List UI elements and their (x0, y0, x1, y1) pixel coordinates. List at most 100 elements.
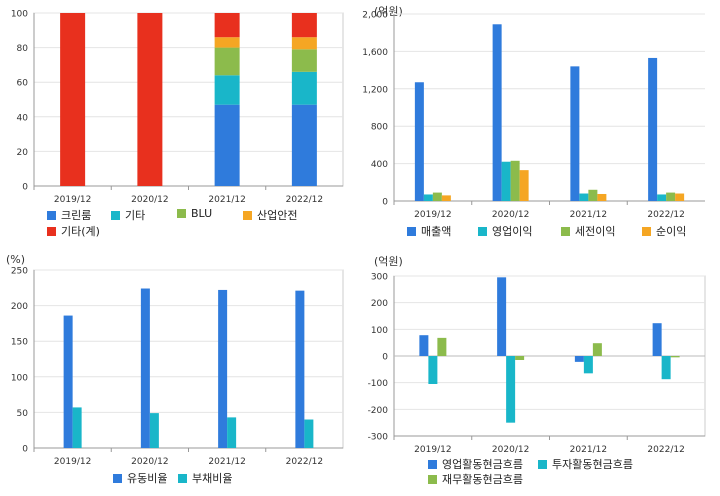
income-legend: 매출액 영업이익 세전이익 순이익 (360, 0, 720, 250)
x-tick-label: 2021/12 (570, 445, 607, 455)
x-tick-label: 2020/12 (131, 195, 168, 205)
y-tick-label: 0 (22, 183, 28, 193)
bar (295, 290, 305, 448)
y-tick-label: 2,000 (362, 11, 388, 21)
bar-segment (214, 47, 240, 76)
legend-item: 영업활동현금흐름 (428, 456, 523, 472)
y-tick-label: 0 (22, 445, 28, 455)
legend-label: 유동비율 (127, 472, 168, 485)
legend-item: 산업안전 (243, 207, 297, 223)
x-tick-label: 2020/12 (492, 445, 529, 455)
y-tick-label: 800 (371, 123, 388, 133)
legend-label: 세전이익 (575, 225, 616, 238)
bar (597, 193, 607, 201)
cashflow-chart: -300 -200 -100 0 100 200 300 2019/12 2020/12 2021… (368, 273, 706, 455)
legend-label: 매출액 (421, 225, 452, 238)
y-tick-label: 400 (371, 160, 388, 170)
y-tick-label: 0 (382, 198, 388, 208)
bar (579, 193, 589, 201)
cashflow-unit-label: (억원) (374, 255, 403, 268)
x-tick-label: 2022/12 (647, 210, 684, 220)
bar (63, 315, 73, 448)
bar-segment (214, 13, 240, 38)
x-tick-label: 2021/12 (208, 195, 245, 205)
cashflow-chart-panel: (억원) -300 -200 -100 0 100 200 300 2019/12 2020/1… (360, 250, 720, 496)
bar (670, 356, 680, 358)
y-tick-label: 80 (17, 44, 29, 54)
y-tick-label: 60 (17, 79, 29, 89)
x-tick-label: 2020/12 (492, 210, 529, 220)
legend-swatch (111, 210, 120, 220)
legend-item: 순이익 (642, 223, 686, 239)
legend-swatch (538, 459, 547, 469)
x-tick-label: 2019/12 (54, 457, 91, 467)
y-tick-label: 40 (17, 113, 29, 123)
bar (432, 192, 442, 201)
x-tick-label: 2019/12 (414, 210, 451, 220)
legend-swatch (47, 226, 56, 236)
x-tick-label: 2019/12 (414, 445, 451, 455)
y-tick-label: 200 (371, 299, 388, 309)
bar-segment (214, 75, 240, 105)
bar (437, 337, 447, 356)
bar-segment (291, 13, 317, 38)
bar (428, 356, 438, 384)
legend-item: 크린룸 (47, 207, 91, 223)
x-tick-label: 2019/12 (54, 195, 91, 205)
legend-label: 영업이익 (492, 225, 533, 238)
legend-swatch (47, 210, 56, 220)
x-tick-label: 2021/12 (208, 457, 245, 467)
y-tick-label: 0 (382, 353, 388, 363)
legend-item: BLU (177, 207, 212, 220)
bar (661, 356, 671, 380)
legend-swatch (642, 226, 651, 236)
y-tick-label: 100 (11, 10, 28, 20)
y-tick-label: 200 (11, 302, 28, 312)
bar (583, 356, 593, 374)
bar (652, 323, 662, 356)
y-tick-label: 50 (17, 409, 29, 419)
bar-segment (291, 37, 317, 50)
legend-swatch (243, 210, 252, 220)
legend-item: 기타(계) (47, 223, 100, 239)
legend-label: 영업활동현금흐름 (442, 458, 523, 471)
ratio-chart-panel: (%) 0 50 100 150 200 250 2019/12 2020/12 2021/12… (0, 250, 360, 496)
legend-swatch (178, 473, 187, 483)
legend-item: 투자활동현금흐름 (538, 456, 633, 472)
income-unit-label: (억원) (374, 5, 403, 18)
bar (648, 57, 658, 201)
legend-label: 순이익 (656, 225, 687, 238)
bar (501, 161, 511, 201)
bar-segment (291, 104, 317, 186)
composition-chart-panel: 0 20 40 60 80 100 2019/12 2020/12 2021/12 2022/12… (0, 0, 360, 250)
bar (519, 170, 529, 201)
bar (441, 195, 451, 201)
legend-item: 유동비율 (113, 470, 167, 486)
y-tick-label: 1,200 (362, 85, 388, 95)
bar (666, 192, 676, 201)
bar (304, 419, 314, 448)
bar (515, 356, 525, 360)
legend-item: 세전이익 (561, 223, 615, 239)
legend-label: 부채비율 (192, 472, 233, 485)
bar-segment (214, 104, 240, 186)
ratio-unit-label: (%) (6, 253, 26, 266)
bar (218, 289, 228, 448)
y-tick-label: 150 (11, 338, 28, 348)
bar (675, 193, 685, 201)
bar (592, 343, 602, 356)
legend-item: 부채비율 (178, 470, 232, 486)
x-tick-label: 2021/12 (570, 210, 607, 220)
bar (414, 82, 424, 201)
x-tick-label: 2022/12 (647, 445, 684, 455)
legend-item: 기타 (111, 207, 145, 223)
bar (492, 24, 502, 201)
bar (419, 335, 429, 356)
legend-swatch (177, 209, 186, 218)
legend-swatch (561, 226, 570, 236)
legend-label: 산업안전 (257, 209, 298, 222)
bar (497, 277, 507, 356)
x-tick-label: 2022/12 (286, 457, 323, 467)
legend-label: 기타 (125, 209, 146, 222)
bar-segment (291, 71, 317, 105)
